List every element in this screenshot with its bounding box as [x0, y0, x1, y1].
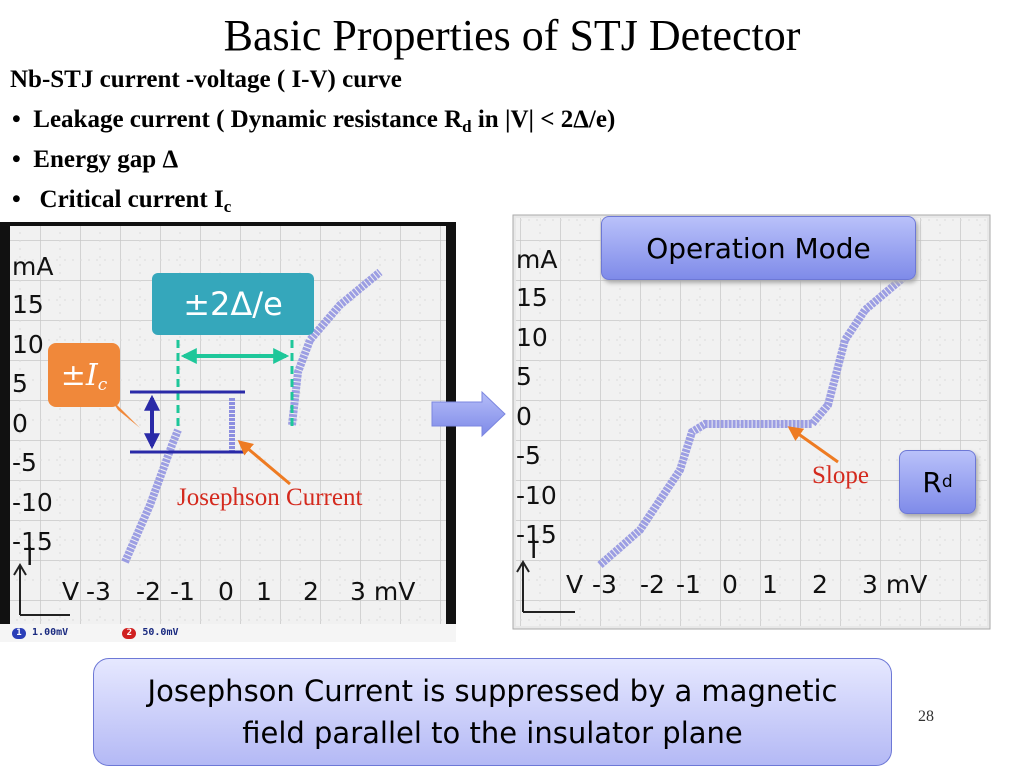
right-scope	[512, 214, 991, 630]
x-tick-label: -3	[592, 570, 617, 599]
title: Basic Properties of STJ Detector	[223, 11, 801, 60]
callout: Josephson Current is suppressed by a mag…	[93, 658, 892, 766]
y-tick-label: -15	[516, 520, 557, 549]
status-value: 50.0mV	[142, 627, 179, 638]
x-tick-label: -1	[676, 570, 701, 599]
rd-text: R	[922, 465, 942, 499]
bullet: • Energy gap Δ	[12, 146, 179, 173]
x-tick-label: -2	[136, 577, 161, 606]
annotation: Josephson Current	[177, 484, 363, 511]
x-tick-label: 1	[762, 570, 778, 599]
x-tick-label: 0	[722, 570, 738, 599]
axis-label: I	[26, 542, 34, 571]
y-tick-label: -5	[516, 441, 541, 470]
status-value: 1.00mV	[32, 627, 69, 638]
x-tick-label: 1	[256, 577, 272, 606]
x-tick-label: -1	[170, 577, 195, 606]
bullet-text: Leakage current ( Dynamic resistance R	[33, 106, 463, 133]
intro: Nb-STJ current -voltage ( I-V) curve	[10, 66, 402, 93]
axis-label: V	[566, 570, 584, 599]
subscript: c	[223, 197, 232, 216]
x-tick-label: -2	[640, 570, 665, 599]
bullet: • Leakage current ( Dynamic resistance R…	[12, 106, 616, 136]
y-tick-label: -10	[12, 487, 53, 517]
axis-label: I	[530, 535, 538, 564]
button-label: Operation Mode	[601, 216, 916, 280]
y-tick-label: 15	[516, 283, 548, 312]
callout-line: field parallel to the insulator plane	[242, 716, 743, 750]
y-tick-label: -5	[12, 448, 37, 477]
unit-label: mA	[12, 252, 54, 281]
bullet-text: Critical current I	[39, 186, 224, 213]
unit-label: mA	[516, 245, 558, 274]
y-tick-label: -15	[12, 527, 53, 556]
bullet: • Critical current Ic	[12, 186, 232, 216]
subscript: c	[97, 374, 108, 395]
x-tick-label: -3	[86, 577, 111, 606]
x-tick-label: 3 mV	[350, 577, 416, 606]
ic-label: ± Ic	[48, 343, 120, 407]
ic-symbol: I	[85, 357, 98, 393]
annotation: Slope	[812, 462, 869, 489]
x-tick-label: 0	[218, 577, 234, 606]
x-tick-label: 3 mV	[862, 570, 928, 599]
y-tick-label: -10	[516, 480, 557, 510]
y-tick-label: 10	[12, 329, 44, 359]
axis-label: V	[62, 577, 80, 606]
page-number: 28	[918, 708, 934, 725]
channel-badge: 1	[12, 628, 26, 639]
y-tick-label: 10	[516, 322, 548, 352]
y-tick-label: 5	[12, 369, 28, 398]
channel-badge: 2	[122, 628, 137, 639]
y-tick-label: 0	[12, 408, 28, 438]
bullet-text: Energy gap Δ	[33, 146, 179, 173]
y-tick-label: 5	[516, 362, 532, 391]
x-tick-label: 2	[812, 570, 828, 599]
ic-text: ±	[60, 357, 86, 393]
y-tick-label: 0	[516, 401, 532, 431]
subscript: d	[462, 117, 472, 136]
callout-text: Josephson Current is suppressed by a mag…	[148, 670, 838, 754]
bullet-text: in |V| < 2Δ/e)	[471, 106, 616, 133]
y-tick-label: 15	[12, 290, 44, 319]
status-bar: 1 1.00mV 2 50.0mV	[12, 627, 179, 639]
callout-line: Josephson Current is suppressed by a mag…	[147, 674, 838, 708]
gap-label: ±2Δ/e	[152, 273, 314, 335]
x-tick-label: 2	[303, 577, 319, 606]
